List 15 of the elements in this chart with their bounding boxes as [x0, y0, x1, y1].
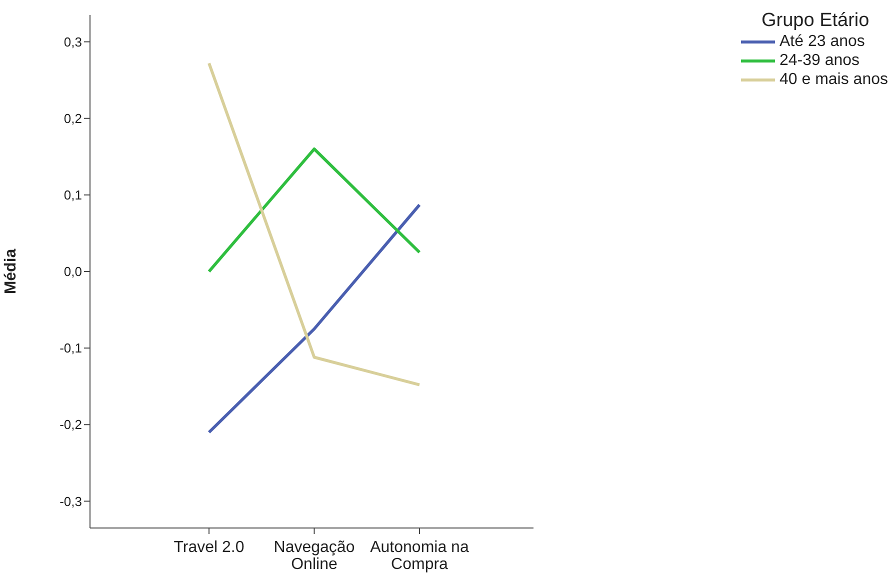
x-tick-label: Autonomia na Compra: [370, 539, 469, 573]
y-tick-label: 0,3: [64, 34, 82, 50]
y-tick-label: -0,2: [60, 417, 82, 432]
legend-label: 24-39 anos: [779, 51, 860, 70]
legend-label: Até 23 anos: [779, 32, 865, 51]
x-tick-label: Navegação Online: [274, 539, 355, 573]
y-tick-label: 0,1: [64, 188, 82, 203]
y-tick-label: 0,2: [64, 110, 82, 126]
legend-label: 40 e mais anos: [779, 70, 888, 89]
legend-title: Grupo Etário: [761, 10, 870, 32]
y-tick-label: -0,1: [60, 340, 82, 356]
y-tick-label: 0,0: [64, 264, 82, 280]
y-axis-title: Média: [2, 248, 20, 294]
y-tick-label: -0,3: [60, 494, 82, 509]
x-tick-label: Travel 2.0: [174, 539, 244, 556]
